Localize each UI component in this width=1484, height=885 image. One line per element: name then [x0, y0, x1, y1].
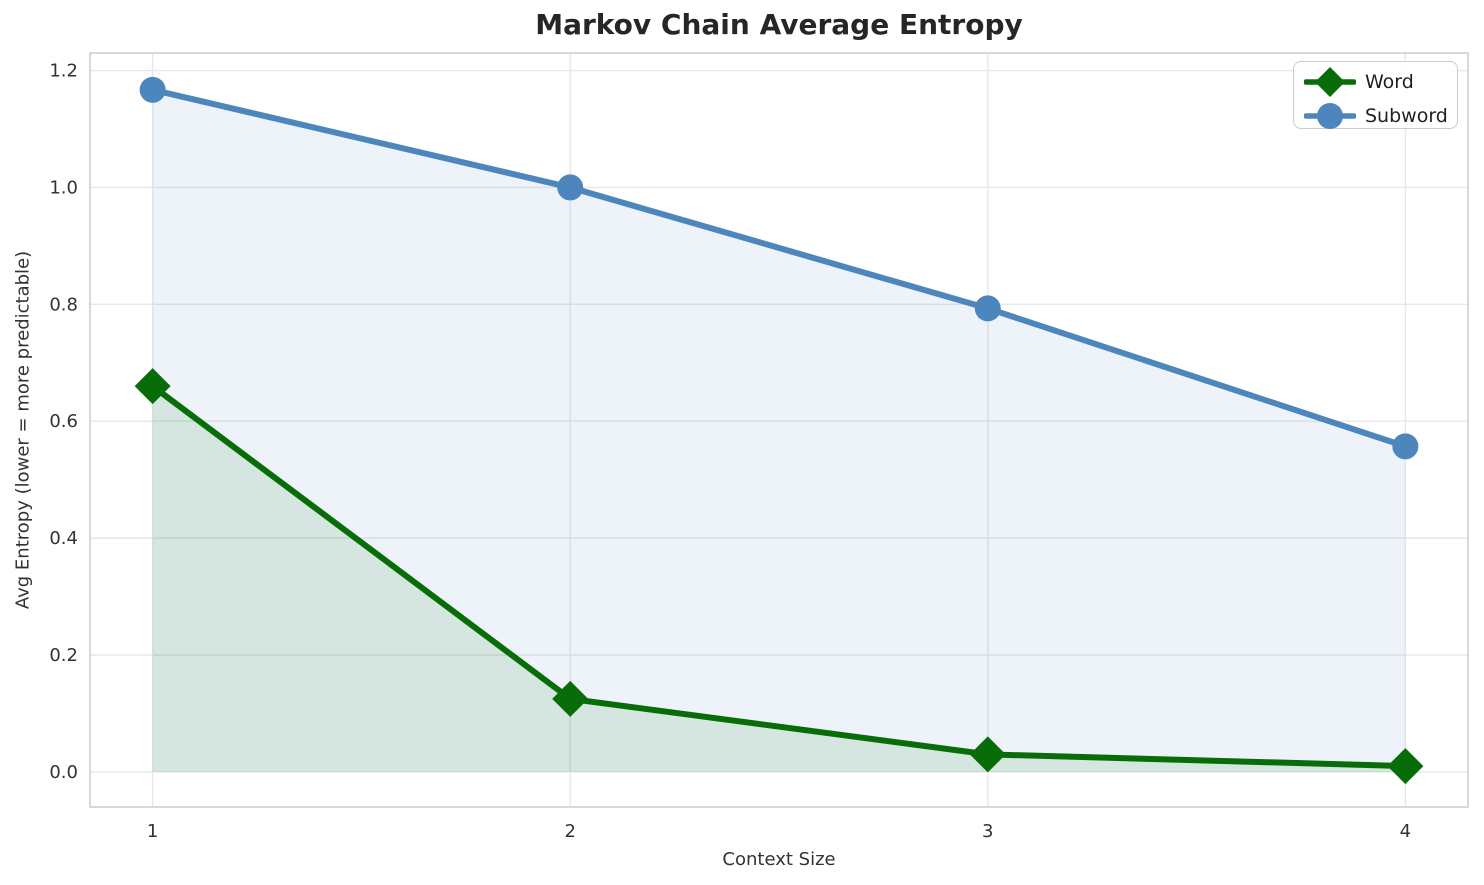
chart-title: Markov Chain Average Entropy: [535, 8, 1023, 41]
y-tick-label: 0.6: [49, 411, 78, 432]
plot-border: [89, 52, 1469, 808]
y-tick-label: 1.2: [49, 61, 78, 82]
y-axis-label: Avg Entropy (lower = more predictable): [12, 250, 34, 610]
x-tick-label: 1: [147, 821, 158, 842]
word-marker: [1387, 748, 1424, 785]
word-diamond-marker-icon: [1304, 67, 1356, 97]
subword-marker: [139, 76, 166, 103]
legend-item-subword: Subword: [1304, 99, 1448, 133]
subword-marker: [974, 295, 1001, 322]
y-tick-label: 0.2: [49, 645, 78, 666]
word-area-fill: [152, 386, 1406, 772]
y-tick-label: 0.0: [49, 762, 78, 783]
legend-item-word: Word: [1304, 65, 1447, 99]
x-tick-label: 4: [1400, 821, 1411, 842]
y-tick-label: 1.0: [49, 177, 78, 198]
subword-marker: [1392, 433, 1419, 460]
x-tick-label: 3: [982, 821, 993, 842]
subword-line: [149, 86, 1409, 450]
subword-area-fill: [152, 89, 1406, 772]
subword-marker: [557, 174, 584, 201]
word-legend-diamond: [1315, 67, 1345, 97]
x-tick-label: 2: [564, 821, 575, 842]
word-line: [149, 383, 1409, 770]
legend: Word Subword: [1293, 61, 1458, 129]
word-marker: [969, 736, 1006, 773]
y-tick-label: 0.8: [49, 294, 78, 315]
word-marker: [134, 368, 171, 405]
x-axis-label: Context Size: [722, 849, 836, 870]
y-tick-label: 0.4: [49, 528, 78, 549]
legend-label-word: Word: [1365, 70, 1414, 93]
subword-circle-marker-icon: [1304, 103, 1356, 129]
plot-background: [90, 53, 1468, 807]
legend-label-subword: Subword: [1365, 104, 1448, 127]
word-marker: [552, 680, 589, 717]
subword-legend-circle: [1317, 103, 1343, 129]
